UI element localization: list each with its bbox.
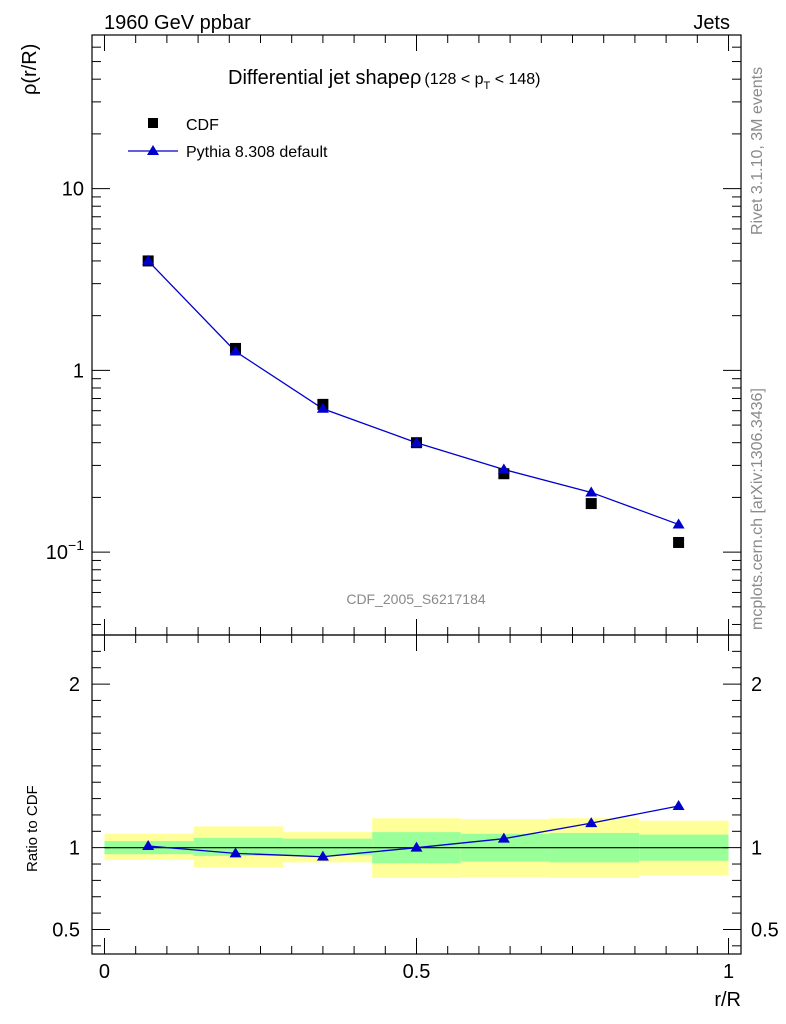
header-left-label: 1960 GeV ppbar xyxy=(104,12,251,34)
legend-label-cdf: CDF xyxy=(186,117,219,134)
ratio-y-tick-label-right: 1 xyxy=(751,838,762,860)
ratio-pythia-point xyxy=(672,799,685,810)
main-plot-title-text: Differential jet shape xyxy=(228,67,410,89)
pythia-data-point xyxy=(497,463,510,474)
x-tick-label: 1 xyxy=(723,961,734,983)
ratio-pythia-point xyxy=(229,847,242,858)
legend-label-pythia: Pythia 8.308 default xyxy=(186,144,328,161)
main-y-axis-label: ρ(r/R) xyxy=(19,44,41,95)
main-plot-title: Differential jet shapeρ (128 < pT < 148) xyxy=(228,67,541,92)
cdf-data-point xyxy=(585,498,597,510)
main-y-tick-label: 1 xyxy=(73,360,84,382)
main-plot-title-symbol: ρ xyxy=(410,67,421,89)
ratio-stat-uncertainty-band xyxy=(282,838,373,856)
x-tick-label: 0.5 xyxy=(403,961,431,983)
x-axis-label: r/R xyxy=(714,989,741,1011)
main-panel: CDF_2005_S6217184 Differential jet shape… xyxy=(19,34,742,636)
title-range-prefix: (128 < p xyxy=(424,71,483,88)
legend-marker-pythia xyxy=(147,145,159,155)
rivet-version-text: Rivet 3.1.10, 3M events xyxy=(749,67,766,235)
ratio-plot-frame xyxy=(91,634,742,955)
ratio-y-tick-label: 0.5 xyxy=(52,919,80,941)
mcplots-reference-text: mcplots.cern.ch [arXiv:1306.3436] xyxy=(749,388,766,630)
ratio-pythia-point xyxy=(410,841,423,852)
main-y-tick-label: 10−1 xyxy=(46,537,84,564)
pythia-data-point xyxy=(229,345,242,356)
ratio-y-tick-label-right: 0.5 xyxy=(751,919,779,941)
analysis-watermark: CDF_2005_S6217184 xyxy=(346,591,486,607)
ratio-pythia-point xyxy=(585,817,598,828)
pythia-data-point xyxy=(410,436,423,447)
ratio-panel: 2 2 1 1 0.5 0.5 0 0.5 1 Ratio to CDF r/R xyxy=(24,634,779,1011)
ratio-y-tick-label: 2 xyxy=(69,674,80,696)
main-y-tick-label-base: 10 xyxy=(46,542,68,564)
pythia-data-point xyxy=(142,254,155,265)
pythia-series-line xyxy=(147,260,679,526)
main-plot-title-range: (128 < pT < 148) xyxy=(424,71,540,92)
title-range-subscript: T xyxy=(484,80,491,92)
ratio-y-axis-label: Ratio to CDF xyxy=(24,785,41,872)
header-right-label: Jets xyxy=(693,12,730,34)
cdf-data-point xyxy=(498,468,510,480)
ratio-y-tick-label: 1 xyxy=(69,838,80,860)
ratio-y-tick-label-right: 2 xyxy=(751,674,762,696)
cdf-data-point xyxy=(673,536,685,548)
ratio-pythia-point xyxy=(497,832,510,843)
x-tick-label: 0 xyxy=(99,961,110,983)
title-range-suffix: < 148) xyxy=(490,71,540,88)
legend-marker-cdf xyxy=(148,118,158,128)
legend: CDF Pythia 8.308 default xyxy=(128,117,328,161)
pythia-data-point xyxy=(585,486,598,497)
ratio-pythia-point xyxy=(142,840,155,851)
main-y-tick-label: 10 xyxy=(62,179,84,201)
main-y-tick-label-exponent: −1 xyxy=(68,537,84,553)
pythia-data-point xyxy=(316,402,329,413)
pythia-data-point xyxy=(672,518,685,529)
ratio-pythia-point xyxy=(316,850,329,861)
